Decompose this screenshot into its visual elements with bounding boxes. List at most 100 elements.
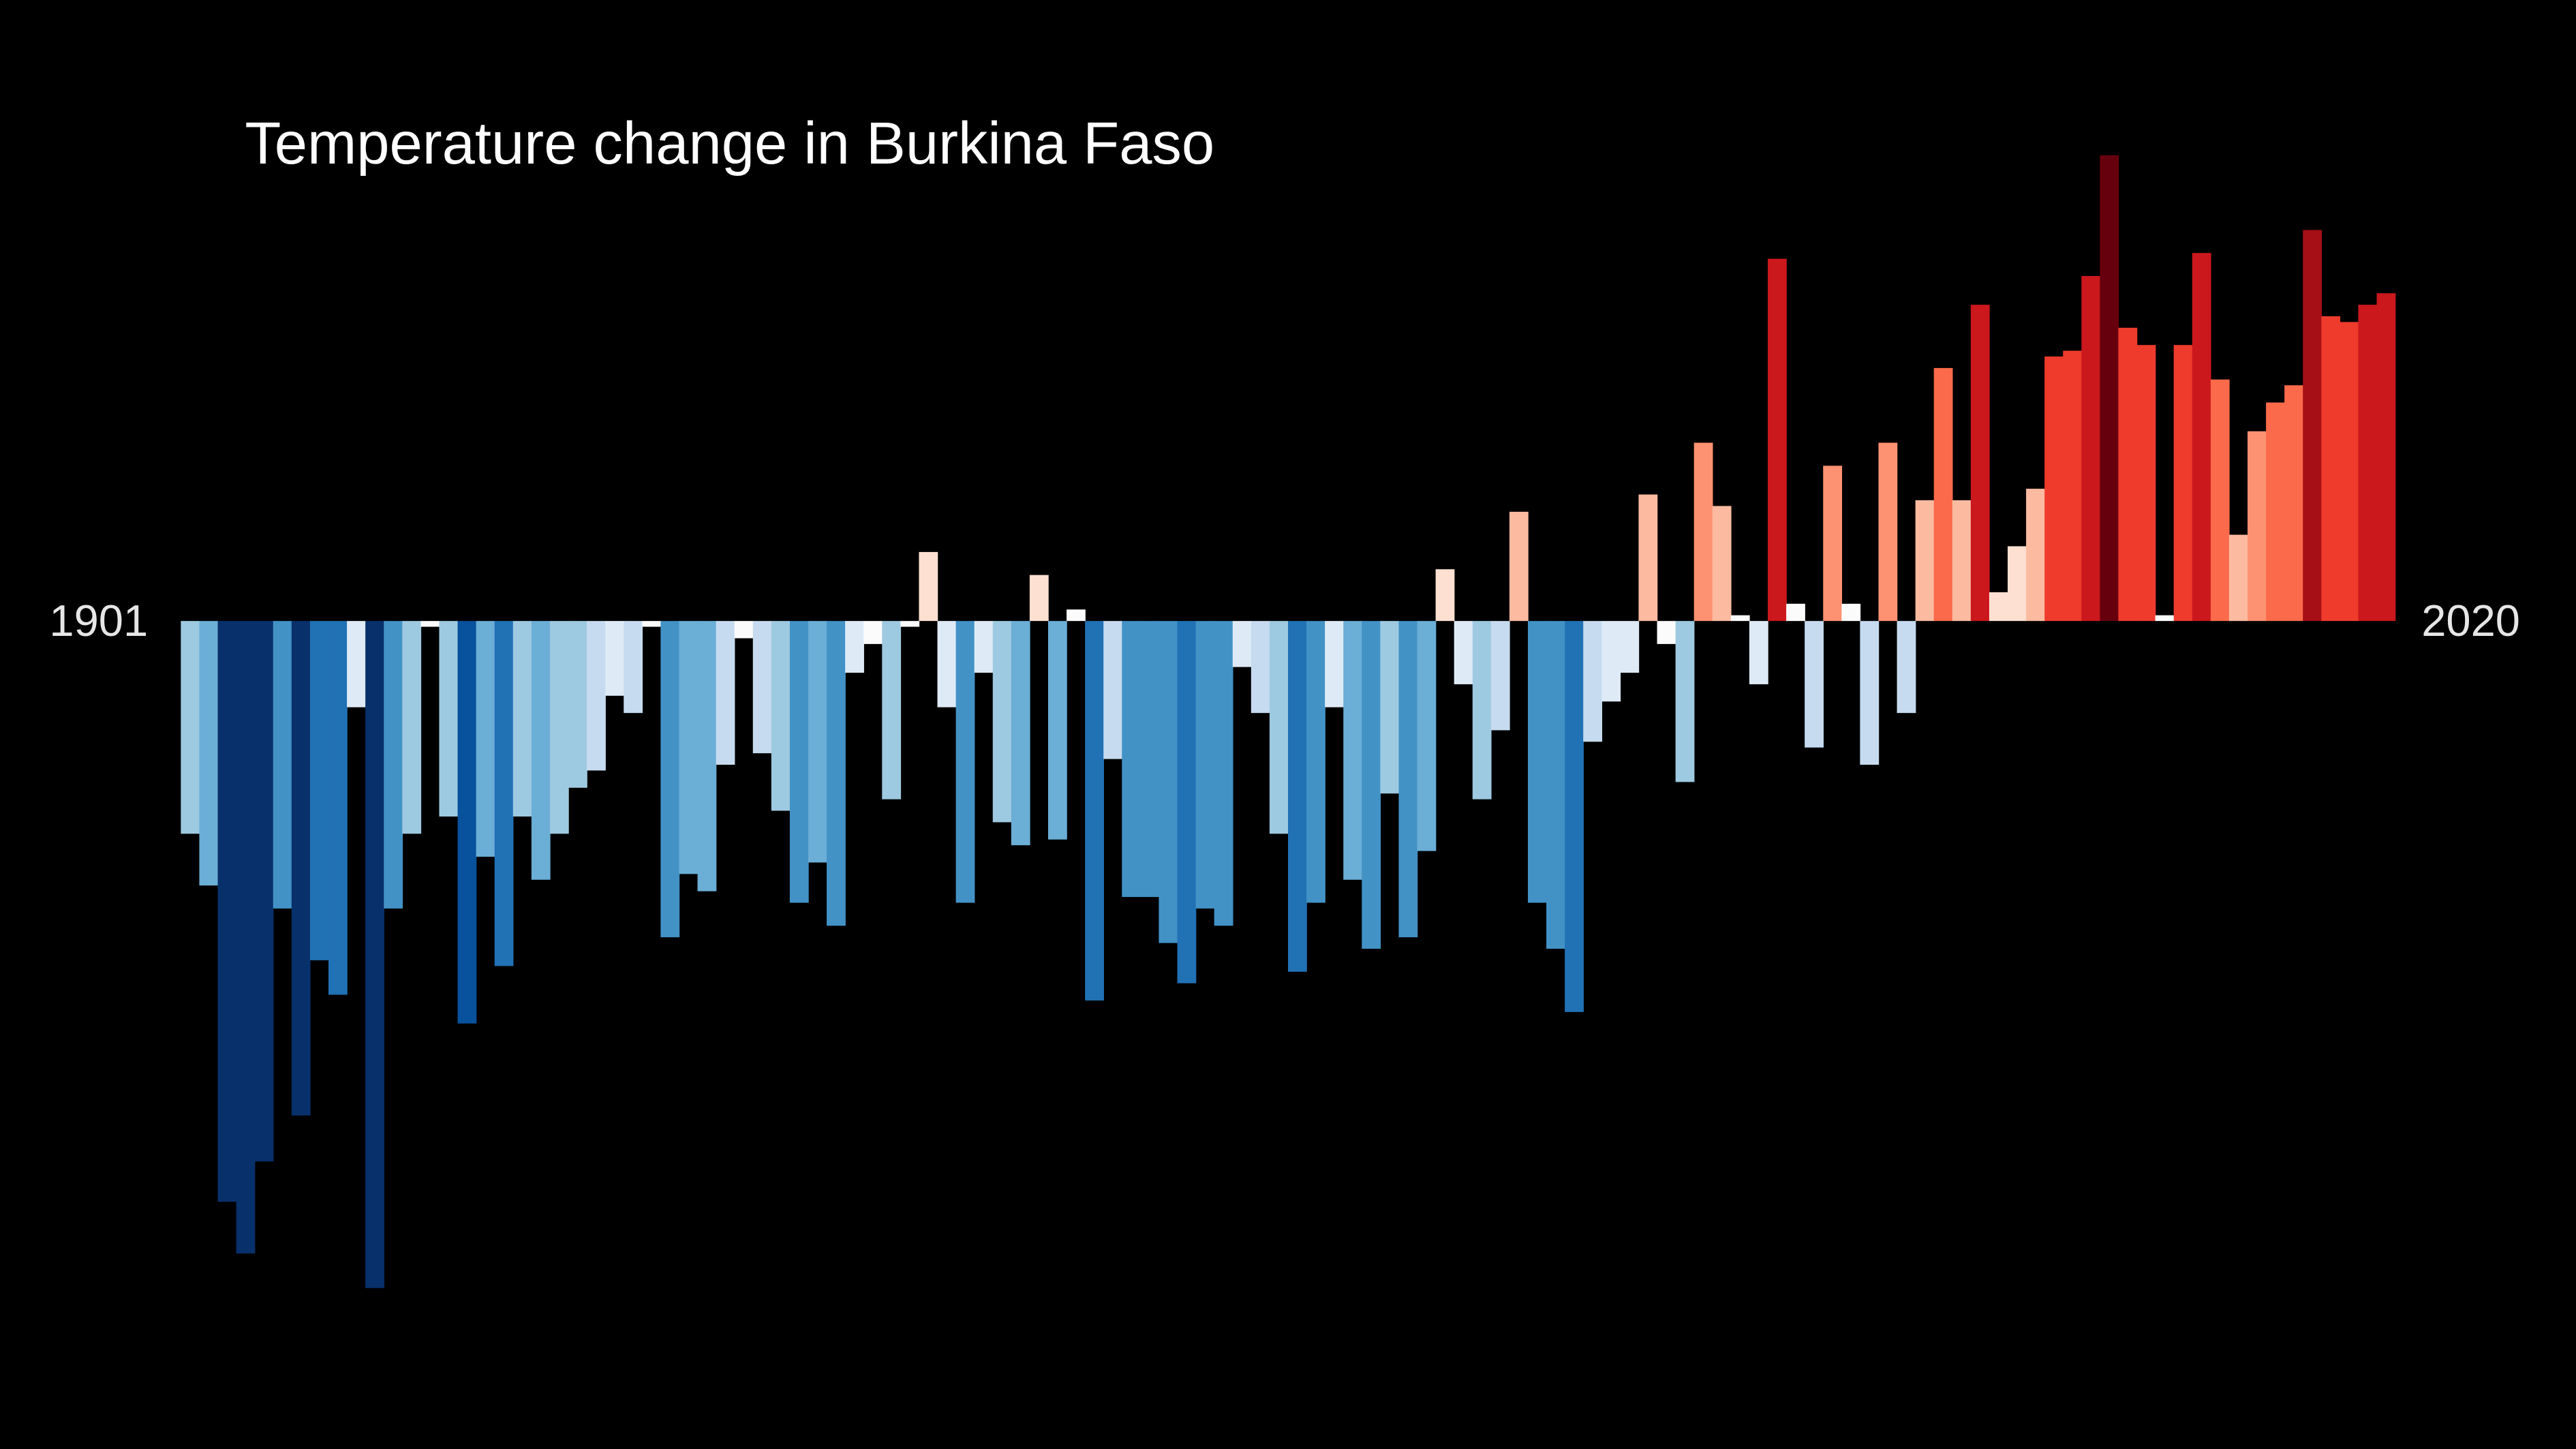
- bar: [955, 621, 975, 903]
- bar: [1841, 603, 1861, 622]
- bar: [1823, 466, 1843, 622]
- bar: [328, 621, 348, 995]
- bar: [1029, 575, 1049, 622]
- bar: [291, 621, 311, 1116]
- bar: [1805, 621, 1824, 748]
- bar: [494, 621, 514, 966]
- bar: [1528, 621, 1547, 903]
- bar: [771, 621, 791, 811]
- bar: [1380, 621, 1400, 794]
- bar: [1085, 621, 1104, 1001]
- bar: [457, 621, 477, 1024]
- bar: [605, 621, 624, 696]
- bar: [679, 621, 699, 874]
- bar: [697, 621, 717, 891]
- bar: [1768, 258, 1787, 622]
- bar: [1214, 621, 1233, 926]
- bar: [254, 621, 274, 1162]
- bar: [531, 621, 551, 880]
- bar: [2100, 155, 2119, 622]
- bar: [1435, 569, 1455, 622]
- bar: [789, 621, 809, 903]
- bar: [660, 621, 680, 938]
- bar: [2155, 615, 2175, 622]
- bar: [1657, 621, 1676, 644]
- bar: [2284, 385, 2303, 622]
- bar: [937, 621, 957, 707]
- bar: [347, 621, 366, 707]
- bar: [1565, 621, 1584, 1012]
- bar: [1601, 621, 1621, 702]
- bar: [1306, 621, 1325, 903]
- bar: [1288, 621, 1307, 972]
- bar: [309, 621, 329, 960]
- bar: [1398, 621, 1418, 938]
- bar: [1490, 621, 1510, 731]
- bar: [181, 621, 200, 834]
- bar: [1915, 500, 1935, 622]
- bar: [974, 621, 994, 673]
- bar: [642, 621, 662, 627]
- x-end-label: 1901: [49, 596, 148, 645]
- bar: [1693, 442, 1713, 622]
- bar: [752, 621, 772, 754]
- bar: [1933, 367, 1953, 622]
- bar: [1232, 621, 1252, 667]
- bar: [439, 621, 459, 817]
- bar: [384, 621, 403, 909]
- bar: [1417, 621, 1437, 851]
- bar: [1195, 621, 1215, 909]
- bar: [1269, 621, 1289, 834]
- bars: [181, 155, 2396, 1288]
- bar: [1251, 621, 1270, 714]
- bar: [2248, 431, 2267, 622]
- bar: [1047, 621, 1067, 840]
- bar: [1177, 621, 1197, 983]
- bar: [420, 621, 440, 627]
- bar: [2008, 546, 2027, 622]
- bar: [1472, 621, 1492, 799]
- bar: [1749, 621, 1768, 684]
- bar: [1122, 621, 1141, 898]
- bar: [1860, 621, 1880, 765]
- bar: [402, 621, 422, 834]
- bar: [476, 621, 495, 857]
- bar: [1970, 305, 1990, 622]
- bar: [1509, 511, 1529, 622]
- bar: [2340, 322, 2359, 622]
- bar: [2044, 356, 2064, 622]
- bar: [1730, 615, 1750, 622]
- bar: [512, 621, 532, 817]
- bar: [365, 621, 384, 1288]
- bar: [2173, 345, 2193, 622]
- bar: [2266, 402, 2285, 622]
- bar: [2376, 293, 2396, 622]
- bar: [2321, 316, 2341, 622]
- bar: [2303, 230, 2322, 622]
- bar: [1786, 603, 1805, 622]
- bar: [1675, 621, 1695, 782]
- bar: [2081, 275, 2101, 622]
- bar: [1011, 621, 1030, 846]
- bar: [199, 621, 219, 886]
- bar: [882, 621, 902, 799]
- bar: [734, 621, 754, 639]
- bar: [992, 621, 1012, 823]
- bar: [2358, 305, 2378, 622]
- bar: [2063, 350, 2083, 622]
- bar: [1325, 621, 1344, 707]
- bar: [900, 621, 920, 627]
- bar: [2228, 534, 2248, 622]
- bar: [845, 621, 864, 673]
- bar: [827, 621, 846, 926]
- bar: [808, 621, 827, 863]
- bar: [587, 621, 606, 771]
- bar: [568, 621, 587, 788]
- chart-title: Temperature change in Burkina Faso: [245, 110, 1214, 177]
- bar: [919, 551, 938, 622]
- bar: [624, 621, 643, 714]
- x-end-label: 2020: [2421, 596, 2520, 645]
- bar: [1067, 609, 1086, 622]
